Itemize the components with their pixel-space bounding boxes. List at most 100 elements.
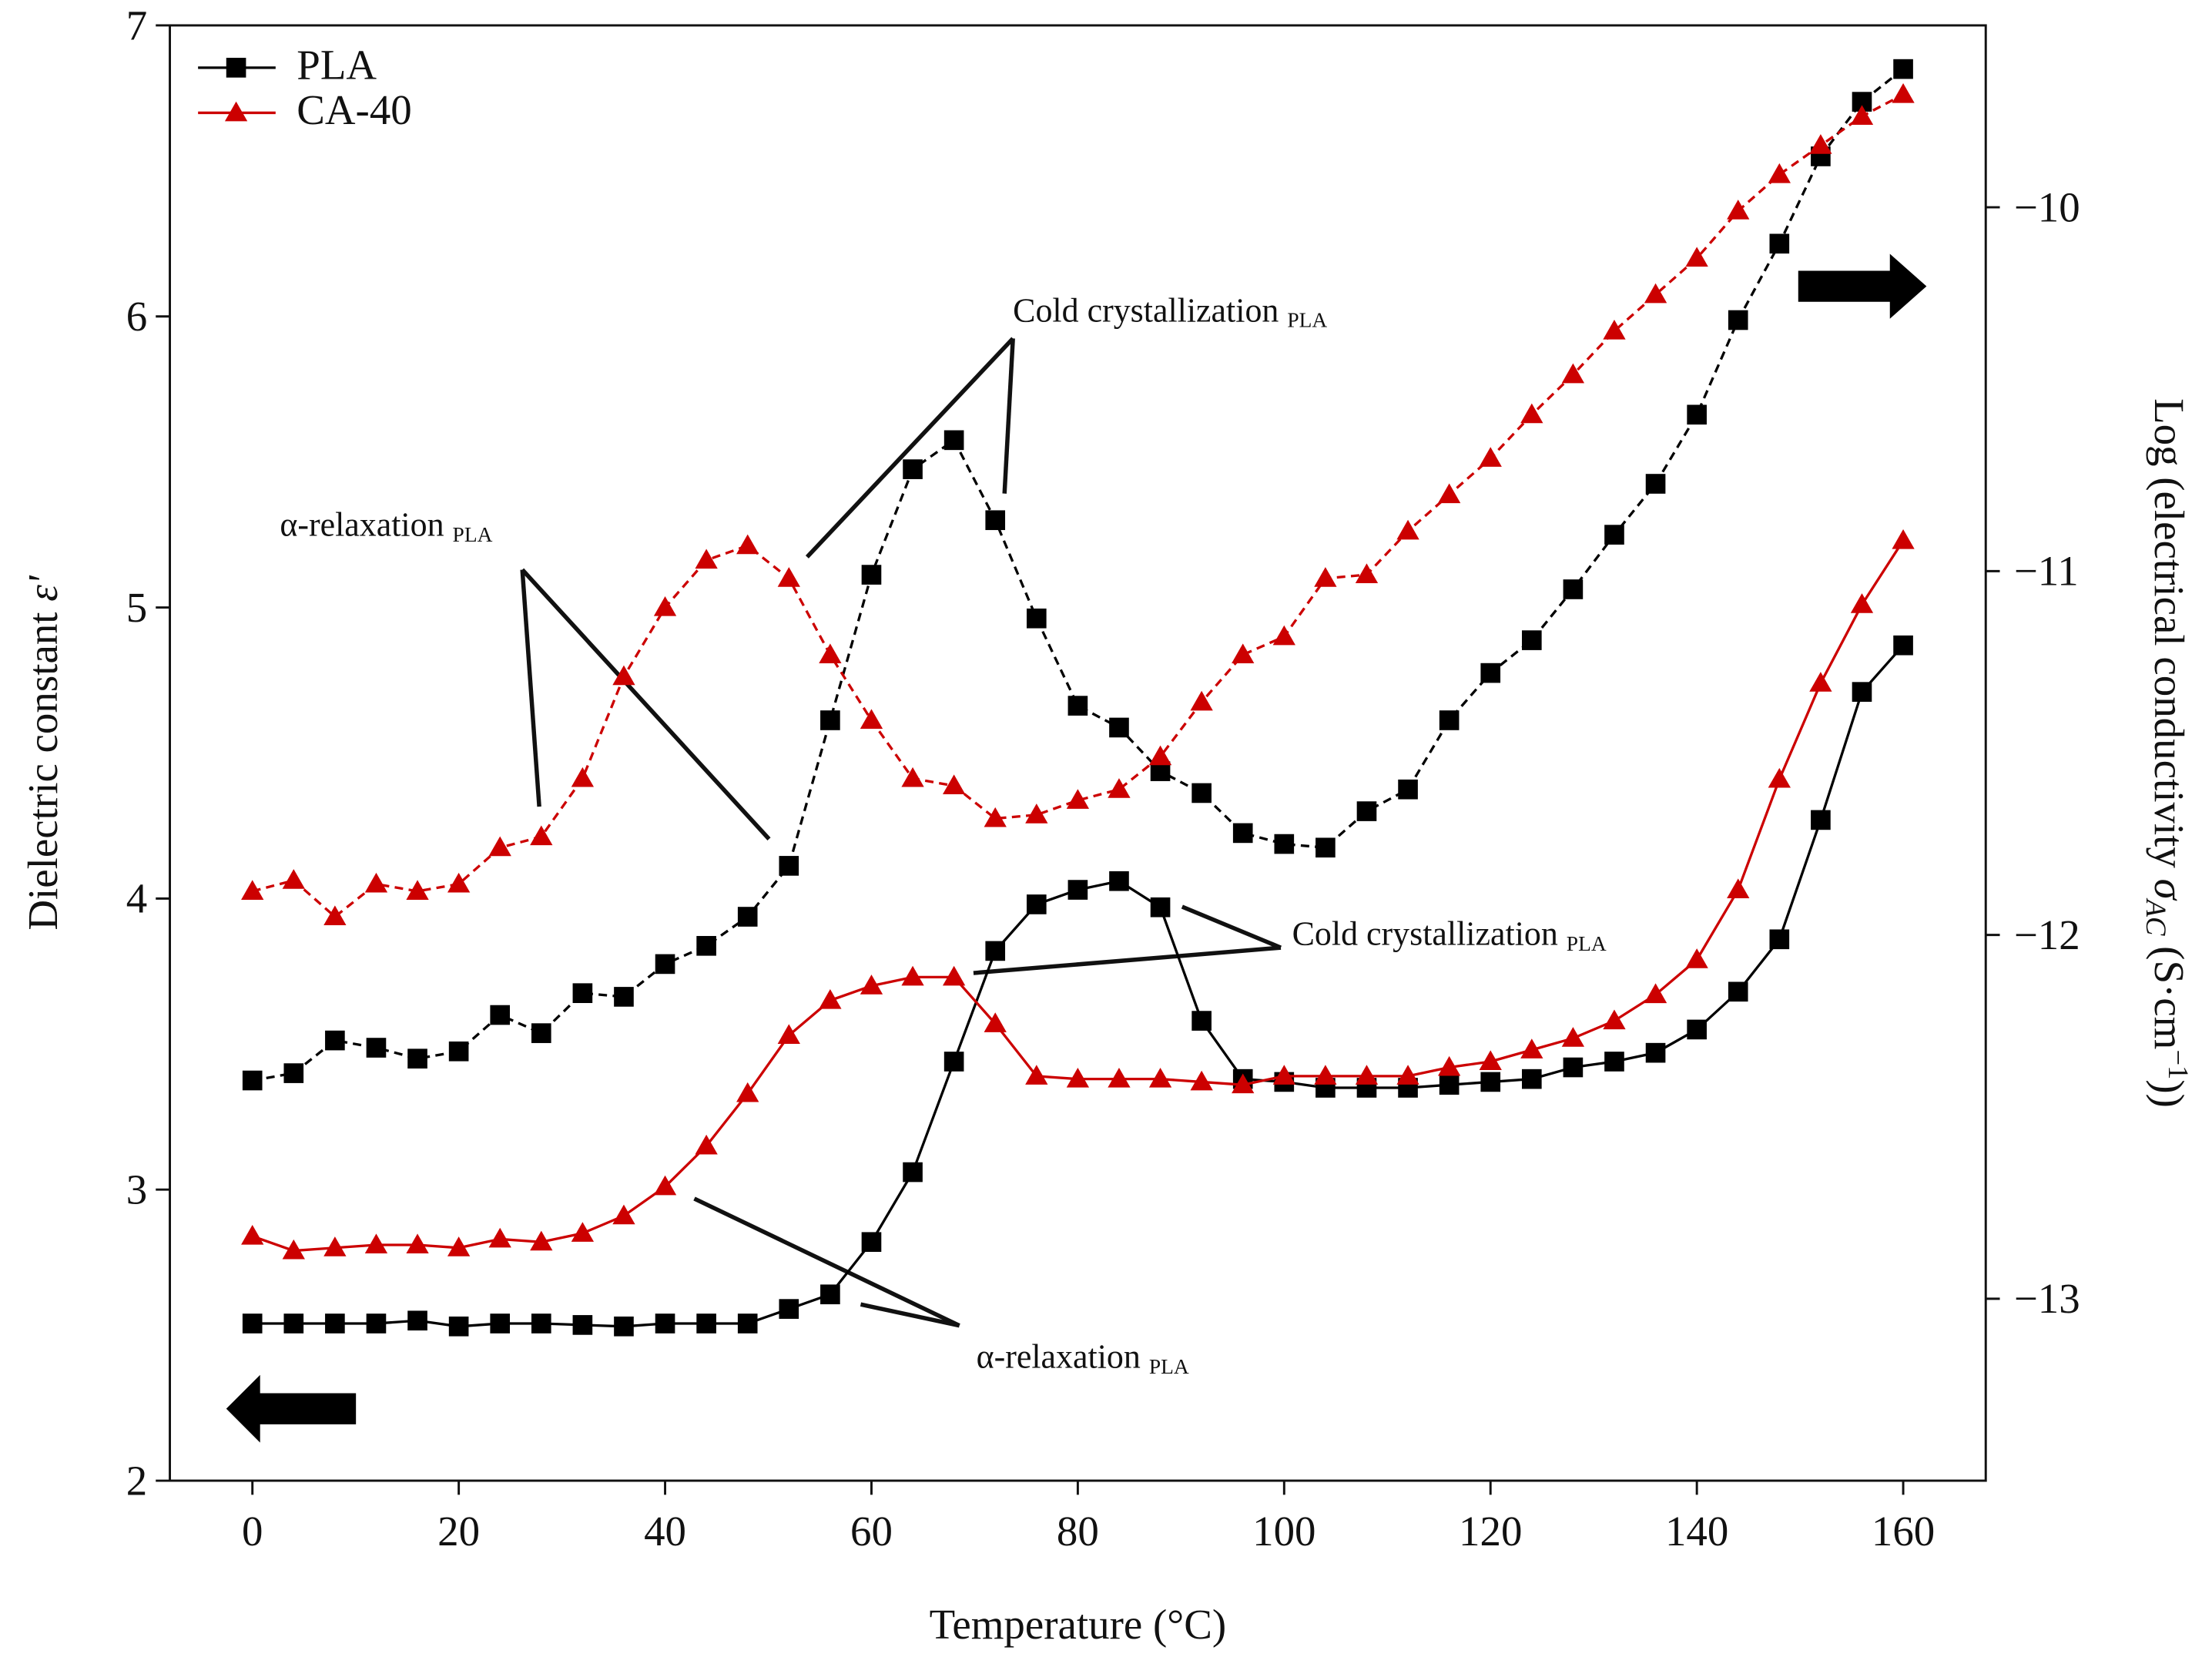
data-point <box>1272 625 1295 646</box>
right-axis-arrow <box>1798 253 1927 319</box>
data-point <box>653 595 677 616</box>
y-axis-label-symbol: ε' <box>19 575 66 602</box>
data-point <box>777 567 800 587</box>
data-point <box>901 965 924 986</box>
data-point <box>1687 404 1707 425</box>
data-point <box>531 1313 551 1334</box>
data-point <box>1148 745 1172 766</box>
data-point <box>1522 1069 1542 1089</box>
data-point <box>447 1236 471 1256</box>
data-point <box>1728 981 1748 1002</box>
data-point <box>1645 1042 1666 1063</box>
annotation-line <box>693 1196 960 1328</box>
data-point <box>1685 247 1708 267</box>
data-point <box>819 988 842 1009</box>
y-tick-label: 2 <box>126 1457 147 1504</box>
data-point <box>1850 593 1874 613</box>
data-point <box>985 510 1006 531</box>
x-tick-label: 160 <box>1872 1508 1935 1555</box>
annotation: Cold crystallization PLA <box>1013 291 1327 331</box>
data-point <box>1768 767 1791 788</box>
data-point <box>1769 233 1790 254</box>
data-point <box>448 1041 469 1062</box>
data-point <box>1811 810 1831 830</box>
x-tick-label: 120 <box>1459 1508 1522 1555</box>
y2-tick-label: −12 <box>2014 911 2080 958</box>
data-point <box>1893 59 1913 79</box>
data-point <box>612 665 635 686</box>
data-point <box>1190 690 1213 711</box>
data-point <box>323 1236 347 1256</box>
annotation: α-relaxation PLA <box>977 1338 1189 1378</box>
data-point <box>531 1023 551 1043</box>
data-point <box>1396 519 1419 540</box>
data-point <box>1398 779 1418 800</box>
series-line <box>252 68 1905 1082</box>
x-tick-label: 0 <box>242 1508 263 1555</box>
data-point <box>903 459 923 479</box>
data-point <box>1603 1009 1626 1030</box>
data-point <box>1109 871 1129 891</box>
data-point <box>488 836 511 857</box>
data-point <box>242 1070 263 1091</box>
annotation-text: α-relaxation <box>280 506 452 544</box>
x-axis-label: Temperature (°C) <box>930 1601 1227 1648</box>
annotation-line <box>805 337 1015 559</box>
annotation-sub: PLA <box>453 523 493 546</box>
annotation-text: α-relaxation <box>977 1338 1149 1376</box>
data-point <box>1067 880 1088 900</box>
data-point <box>1439 1075 1460 1095</box>
data-point <box>1892 83 1915 103</box>
data-point <box>364 872 388 893</box>
data-point <box>1315 837 1336 858</box>
data-point <box>1645 474 1666 494</box>
data-point <box>325 1313 345 1334</box>
data-point <box>860 975 883 995</box>
annotation-line <box>1002 338 1015 494</box>
data-point <box>695 549 718 569</box>
data-point <box>407 1310 427 1331</box>
data-point <box>614 987 634 1007</box>
data-point <box>1687 1019 1707 1040</box>
data-point <box>364 1233 388 1253</box>
annotation-lines <box>520 337 1282 1328</box>
annotation-line <box>860 1302 960 1328</box>
data-point <box>283 1313 304 1334</box>
data-point <box>1769 929 1790 950</box>
annotation-line <box>1181 904 1282 950</box>
data-point <box>1479 447 1502 467</box>
data-point <box>366 1313 387 1334</box>
data-point <box>655 1313 675 1334</box>
data-point <box>1066 1068 1090 1088</box>
annotation: α-relaxation PLA <box>280 506 492 546</box>
data-point <box>736 534 759 555</box>
data-point <box>1563 1057 1584 1078</box>
data-point <box>860 709 883 729</box>
data-point <box>283 1063 304 1083</box>
data-point <box>1522 630 1542 650</box>
x-tick-label: 140 <box>1665 1508 1728 1555</box>
data-point <box>1727 200 1750 220</box>
data-point <box>530 825 553 846</box>
data-point <box>325 1030 345 1051</box>
data-point <box>779 856 799 876</box>
data-point <box>942 965 966 986</box>
data-point <box>1893 635 1913 656</box>
data-point <box>1067 696 1088 716</box>
data-point <box>1603 320 1626 340</box>
y-tick-label: 3 <box>126 1166 147 1213</box>
y-axis-label-text: Dielectric constant <box>19 602 66 931</box>
data-point <box>984 807 1007 827</box>
annotation-sub: PLA <box>1149 1355 1189 1378</box>
data-point <box>1314 567 1337 587</box>
series-line <box>252 93 1904 919</box>
data-point <box>1232 643 1255 663</box>
data-point <box>1356 801 1377 821</box>
data-point <box>1439 710 1460 730</box>
data-point <box>653 1175 677 1196</box>
data-point <box>1232 1073 1255 1094</box>
data-point <box>1520 1038 1543 1058</box>
data-point <box>241 880 264 900</box>
data-point <box>1561 363 1585 384</box>
